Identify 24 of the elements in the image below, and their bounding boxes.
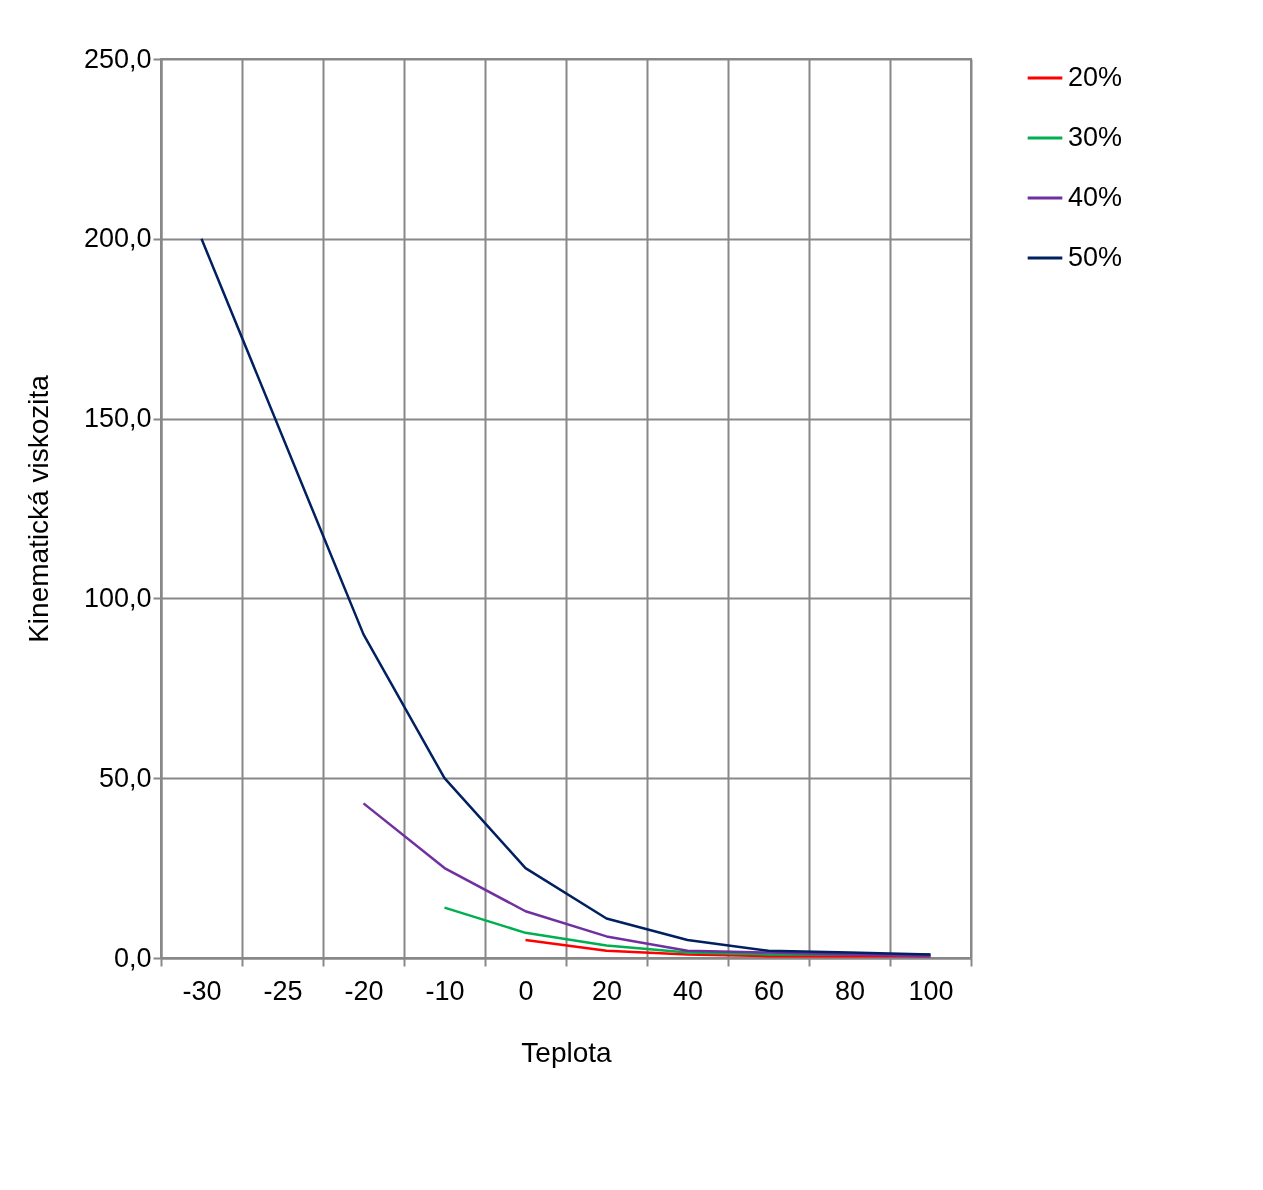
line-series: [362, 802, 932, 958]
y-tick-label: 250,0: [83, 43, 152, 74]
y-tick-label: 200,0: [83, 223, 152, 254]
x-tick-label: 20: [591, 975, 623, 1006]
x-tick-label: -30: [182, 975, 222, 1006]
x-axis-title: Teplota: [521, 1036, 613, 1068]
x-tick-label: 0: [518, 975, 534, 1006]
x-tick-label: -20: [344, 975, 384, 1006]
x-tick-label: 40: [672, 975, 704, 1006]
line-series: [200, 237, 932, 956]
y-axis-title: Kinematická viskozita: [22, 374, 54, 643]
y-tick-label: 100,0: [83, 582, 152, 613]
legend-label: 50%: [1068, 242, 1123, 272]
y-tick-label: 0,0: [113, 942, 152, 973]
y-tick-label: 150,0: [83, 403, 152, 434]
legend-label: 20%: [1068, 62, 1123, 92]
legend-label: 40%: [1068, 182, 1123, 212]
x-tick-label: 80: [834, 975, 866, 1006]
x-tick-label: 100: [908, 975, 954, 1006]
x-tick-label: -10: [425, 975, 465, 1006]
x-tick-label: 60: [753, 975, 785, 1006]
legend-label: 30%: [1068, 122, 1123, 152]
x-tick-label: -25: [263, 975, 303, 1006]
y-tick-label: 50,0: [98, 762, 152, 793]
